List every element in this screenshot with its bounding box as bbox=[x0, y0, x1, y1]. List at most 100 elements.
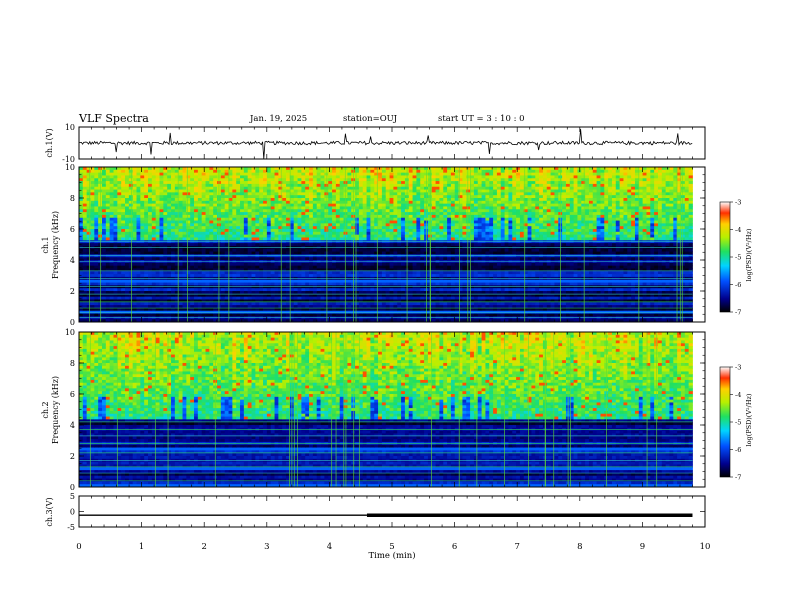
spectrogram-cell bbox=[278, 217, 283, 221]
spectrogram-cell bbox=[251, 254, 256, 258]
spectrogram-cell bbox=[339, 254, 344, 258]
spectrogram-cell bbox=[251, 262, 256, 267]
spectrogram-cell bbox=[136, 313, 141, 317]
spectrogram-cell bbox=[86, 186, 91, 190]
spectrogram-cell bbox=[113, 248, 118, 252]
spectrogram-cell bbox=[266, 200, 272, 205]
spectrogram-cell bbox=[205, 316, 210, 320]
spectrogram-cell bbox=[140, 268, 145, 272]
spectrogram-cell bbox=[102, 262, 107, 267]
spectrogram-cell bbox=[255, 234, 260, 238]
spectrogram-cell bbox=[109, 248, 114, 252]
spectrogram-cell bbox=[105, 271, 111, 275]
spectrogram-cell bbox=[259, 181, 264, 185]
spectrogram-cell bbox=[190, 183, 195, 188]
spectrogram-cell bbox=[408, 206, 413, 210]
spectrogram-cell bbox=[232, 262, 237, 267]
spectrogram-cell bbox=[385, 271, 390, 275]
spectrogram-cell bbox=[243, 206, 249, 210]
spectrogram-cell bbox=[328, 316, 333, 320]
spectrogram-cell bbox=[213, 293, 218, 298]
spectrogram-cell bbox=[420, 271, 425, 275]
spectrogram-cell bbox=[266, 209, 272, 213]
spectrogram-cell bbox=[266, 316, 272, 320]
spectrogram-cell bbox=[102, 181, 107, 185]
spectrogram-cell bbox=[148, 248, 153, 252]
spectrogram-cell bbox=[82, 262, 88, 267]
spectrogram-cell bbox=[167, 313, 172, 317]
spectrogram-cell bbox=[259, 212, 264, 216]
spectrogram-cell bbox=[274, 234, 279, 238]
spectrogram-cell bbox=[347, 313, 352, 317]
spectrogram-cell bbox=[86, 169, 91, 174]
spectrogram-cell bbox=[117, 198, 122, 202]
spectrogram-cell bbox=[328, 237, 333, 241]
spectrogram-cell bbox=[220, 217, 226, 221]
spectrogram-cell bbox=[228, 226, 233, 230]
spectrogram-cell bbox=[412, 183, 417, 188]
spectrogram-cell bbox=[109, 307, 114, 312]
spectrogram-cell bbox=[247, 291, 252, 295]
spectrogram-cell bbox=[232, 231, 237, 236]
spectrogram-cell bbox=[332, 175, 337, 179]
spectrogram-cell bbox=[412, 209, 417, 213]
spectrogram-cell bbox=[416, 200, 421, 205]
spectrogram-cell bbox=[305, 296, 310, 300]
spectrogram-cell bbox=[213, 189, 218, 193]
spectrogram-cell bbox=[121, 226, 126, 230]
spectrogram-cell bbox=[339, 313, 344, 317]
spectrogram-cell bbox=[94, 214, 99, 219]
spectrogram-cell bbox=[125, 214, 130, 219]
spectrogram-cell bbox=[309, 268, 314, 272]
spectrogram-cell bbox=[86, 299, 91, 303]
spectrogram-cell bbox=[174, 296, 180, 300]
spectrogram-cell bbox=[159, 203, 164, 207]
spectrogram-cell bbox=[332, 310, 337, 314]
spectrogram-cell bbox=[224, 172, 229, 176]
spectrogram-cell bbox=[113, 271, 118, 275]
spectrogram-cell bbox=[385, 223, 390, 227]
spectrogram-cell bbox=[282, 313, 287, 317]
spectrogram-cell bbox=[305, 209, 310, 213]
spectrogram-cell bbox=[182, 172, 187, 176]
spectrogram-cell bbox=[270, 209, 275, 213]
spectrogram-cell bbox=[320, 217, 325, 221]
spectrogram-cell bbox=[328, 243, 333, 247]
spectrogram-cell bbox=[305, 217, 310, 221]
spectrogram-cell bbox=[232, 229, 237, 233]
spectrogram-cell bbox=[374, 234, 379, 238]
spectrogram-cell bbox=[305, 234, 310, 238]
spectrogram-cell bbox=[374, 237, 379, 241]
spectrogram-cell bbox=[266, 234, 272, 238]
spectrogram-cell bbox=[148, 279, 153, 283]
spectrogram-cell bbox=[266, 203, 272, 207]
spectrogram-cell bbox=[163, 212, 168, 216]
spectrogram-cell bbox=[408, 189, 413, 193]
spectrogram-cell bbox=[171, 229, 176, 233]
spectrogram-cell bbox=[121, 181, 126, 185]
spectrogram-cell bbox=[385, 186, 390, 190]
spectrogram-cell bbox=[266, 226, 272, 230]
spectrogram-cell bbox=[109, 282, 114, 286]
spectrogram-cell bbox=[374, 243, 379, 247]
spectrogram-cell bbox=[266, 189, 272, 193]
spectrogram-cell bbox=[220, 254, 226, 258]
spectrogram-cell bbox=[109, 212, 114, 216]
spectrogram-cell bbox=[174, 240, 180, 244]
spectrogram-cell bbox=[190, 237, 195, 241]
spectrogram-cell bbox=[236, 186, 241, 190]
spectrogram-cell bbox=[178, 209, 183, 213]
spectrogram-cell bbox=[155, 316, 160, 320]
spectrogram-cell bbox=[366, 285, 371, 289]
spectrogram-cell bbox=[213, 319, 218, 323]
spectrogram-cell bbox=[358, 279, 364, 283]
spectrogram-cell bbox=[385, 243, 390, 247]
spectrogram-cell bbox=[178, 279, 183, 283]
spectrogram-cell bbox=[136, 234, 141, 238]
spectrogram-cell bbox=[132, 203, 137, 207]
spectrogram-cell bbox=[332, 195, 337, 199]
spectrogram-cell bbox=[171, 183, 176, 188]
spectrogram-cell bbox=[201, 175, 206, 179]
spectrogram-cell bbox=[381, 302, 387, 306]
spectrogram-cell bbox=[305, 237, 310, 241]
